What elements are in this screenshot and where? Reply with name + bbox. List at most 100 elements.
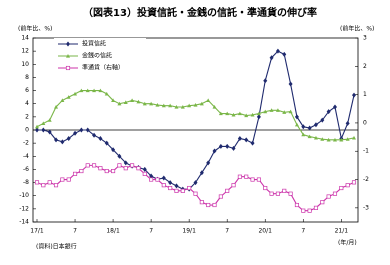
data-point bbox=[174, 188, 179, 193]
data-point bbox=[326, 137, 331, 142]
data-point bbox=[301, 208, 306, 213]
data-point bbox=[237, 136, 242, 142]
data-point bbox=[155, 103, 160, 107]
data-point bbox=[301, 132, 306, 137]
data-point bbox=[212, 105, 217, 109]
data-point bbox=[92, 88, 97, 93]
y2-tick-label: 2 bbox=[363, 63, 367, 70]
data-point bbox=[250, 177, 255, 182]
data-point bbox=[199, 170, 204, 176]
y2-tick-label: 3 bbox=[363, 35, 367, 42]
data-point bbox=[332, 137, 337, 142]
data-point bbox=[313, 205, 319, 210]
legend-label: 投資信託 bbox=[82, 40, 106, 48]
data-point bbox=[244, 174, 249, 179]
data-point bbox=[193, 180, 198, 186]
data-point bbox=[339, 185, 344, 191]
data-point bbox=[41, 121, 46, 126]
data-point bbox=[117, 153, 122, 159]
data-point bbox=[231, 145, 236, 151]
legend-marker bbox=[66, 54, 70, 58]
data-point bbox=[326, 109, 331, 115]
data-point bbox=[66, 136, 71, 142]
y-tick-label: 4 bbox=[25, 100, 29, 107]
data-point bbox=[47, 180, 52, 185]
data-point bbox=[345, 120, 350, 126]
y-tick-label: 6 bbox=[25, 87, 29, 94]
data-point bbox=[111, 98, 116, 103]
data-point bbox=[332, 191, 338, 196]
data-point bbox=[288, 109, 293, 114]
data-point bbox=[187, 185, 192, 191]
y-tick-label: -6 bbox=[23, 166, 29, 173]
x-tick-label: 21/1 bbox=[335, 228, 349, 235]
data-point bbox=[193, 191, 198, 196]
data-point bbox=[168, 103, 173, 108]
data-point bbox=[294, 202, 299, 208]
data-point bbox=[161, 183, 166, 188]
x-tick-label: 7 bbox=[301, 228, 305, 235]
data-point bbox=[307, 134, 312, 139]
data-point bbox=[282, 188, 287, 193]
data-point bbox=[54, 105, 59, 109]
y-tick-label: -2 bbox=[23, 140, 29, 147]
data-point bbox=[149, 173, 154, 179]
data-point bbox=[161, 103, 166, 108]
data-point bbox=[206, 98, 211, 103]
data-point bbox=[199, 101, 204, 106]
data-point bbox=[231, 183, 236, 188]
data-point bbox=[47, 118, 52, 122]
data-point bbox=[256, 114, 261, 120]
data-point bbox=[35, 124, 39, 129]
data-point bbox=[73, 130, 78, 136]
data-point bbox=[345, 183, 350, 188]
data-point bbox=[244, 113, 249, 118]
data-point bbox=[218, 143, 223, 149]
data-point bbox=[60, 98, 65, 103]
data-point bbox=[256, 111, 261, 116]
data-point bbox=[250, 112, 255, 117]
legend-label: 金銭の信託 bbox=[82, 52, 112, 60]
data-point bbox=[60, 139, 65, 145]
y-axis-label: (前年比、%) bbox=[18, 25, 52, 33]
data-point bbox=[66, 177, 71, 182]
data-point bbox=[225, 143, 230, 149]
data-point bbox=[225, 111, 230, 116]
y-tick-label: -10 bbox=[19, 192, 29, 199]
data-point bbox=[275, 48, 280, 54]
data-point bbox=[244, 137, 249, 143]
y-tick-label: 2 bbox=[25, 113, 29, 120]
data-point bbox=[117, 101, 122, 106]
data-point bbox=[104, 91, 109, 96]
data-point bbox=[111, 168, 116, 174]
data-point bbox=[104, 168, 109, 174]
data-point bbox=[54, 137, 59, 143]
data-point bbox=[237, 174, 242, 179]
y2-tick-label: -3 bbox=[363, 204, 369, 211]
data-point bbox=[313, 135, 318, 140]
data-point bbox=[142, 171, 147, 176]
data-point bbox=[136, 99, 141, 104]
data-point bbox=[85, 88, 90, 93]
data-point bbox=[269, 55, 274, 61]
data-point bbox=[53, 183, 59, 188]
data-point bbox=[142, 166, 147, 172]
data-point bbox=[294, 122, 299, 127]
x-tick-label: 7 bbox=[149, 228, 153, 235]
y-tick-label: -4 bbox=[23, 153, 29, 160]
y-tick-label: -14 bbox=[19, 219, 29, 226]
legend-marker bbox=[66, 41, 70, 47]
data-point bbox=[294, 114, 299, 120]
data-point bbox=[155, 177, 160, 182]
y-tick-label: -12 bbox=[19, 205, 29, 212]
data-point bbox=[320, 117, 325, 123]
y2-axis-label: (前年比、%) bbox=[340, 25, 374, 33]
data-point bbox=[212, 202, 217, 208]
data-point bbox=[92, 132, 97, 138]
legend-label: 準通貨（右軸） bbox=[82, 64, 124, 72]
data-point bbox=[174, 105, 179, 109]
data-point bbox=[275, 191, 280, 196]
data-point bbox=[79, 168, 84, 174]
data-point bbox=[92, 163, 97, 168]
